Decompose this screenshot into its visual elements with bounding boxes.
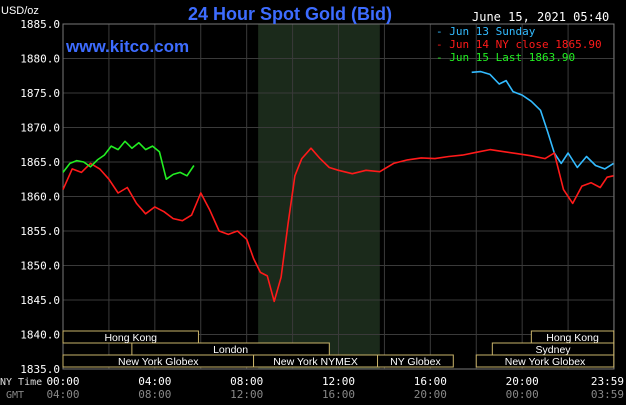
y-tick-label: 1840.0 [20, 329, 60, 342]
y-tick-label: 1855.0 [20, 225, 60, 238]
session-label: NY Globex [390, 356, 441, 368]
series-line-jun15 [62, 140, 195, 180]
x-tick-label-gmt: 20:00 [414, 388, 447, 401]
plot-frame [62, 23, 615, 370]
x-tick-label-gmt: 08:00 [138, 388, 171, 401]
x-tick-label-ny: 08:00 [230, 375, 263, 388]
session-label: New York Globex [118, 356, 199, 368]
y-tick-label: 1860.0 [20, 191, 60, 204]
y-axis-ticks: 1835.0 1840.0 1845.0 1850.0 1855.0 1860.0 1865… [20, 18, 60, 376]
y-tick-label: 1845.0 [20, 294, 60, 307]
x-tick-label-ny: 23:59 [591, 375, 624, 388]
grid-lines [62, 23, 615, 370]
legend-jun15: - Jun 15 Last 1863.90 [436, 51, 575, 64]
session-box [377, 354, 454, 368]
x-tick-label-gmt: 16:00 [322, 388, 355, 401]
series-line-jun13 [471, 70, 614, 170]
x-axis-label-gmt: GMT [6, 390, 24, 401]
y-tick-label: 1870.0 [20, 122, 60, 135]
x-tick-label-gmt: 00:00 [506, 388, 539, 401]
session-label: New York Globex [505, 356, 586, 368]
x-tick-label-ny: 04:00 [138, 375, 171, 388]
y-tick-label: 1875.0 [20, 87, 60, 100]
session-label: London [213, 344, 248, 356]
x-tick-label-gmt: 04:00 [46, 388, 79, 401]
legend-jun13: - Jun 13 Sunday [436, 25, 536, 38]
session-label: Hong Kong [546, 332, 599, 344]
x-tick-label-ny: 20:00 [506, 375, 539, 388]
session-label: Sydney [536, 344, 572, 356]
series-line-jun14 [62, 147, 614, 303]
session-box [475, 354, 615, 368]
website-watermark: www.kitco.com [65, 37, 189, 56]
x-tick-label-ny: 16:00 [414, 375, 447, 388]
x-tick-label-gmt: 03:59 [591, 388, 624, 401]
y-tick-label: 1885.0 [20, 18, 60, 31]
y-tick-label: 1835.0 [20, 363, 60, 376]
session-label: Hong Kong [104, 332, 157, 344]
x-axis-label-ny: NY Time [0, 377, 42, 388]
y-tick-label: 1880.0 [20, 53, 60, 66]
chart-timestamp: June 15, 2021 05:40 [472, 10, 609, 24]
y-axis-unit: USD/oz [1, 5, 39, 17]
x-tick-label-gmt: 12:00 [230, 388, 263, 401]
legend: - Jun 13 Sunday - Jun 14 NY close 1865.9… [436, 25, 602, 64]
x-axis-ticks: 00:0004:0004:0008:0008:0012:0012:0016:00… [46, 375, 624, 401]
price-series [62, 70, 614, 303]
chart-title: 24 Hour Spot Gold (Bid) [188, 4, 392, 24]
y-tick-label: 1865.0 [20, 156, 60, 169]
session-label: New York NYMEX [273, 356, 358, 368]
x-tick-label-ny: 12:00 [322, 375, 355, 388]
x-tick-label-ny: 00:00 [46, 375, 79, 388]
legend-jun14: - Jun 14 NY close 1865.90 [436, 38, 602, 51]
y-tick-label: 1850.0 [20, 260, 60, 273]
session-box [62, 330, 199, 344]
